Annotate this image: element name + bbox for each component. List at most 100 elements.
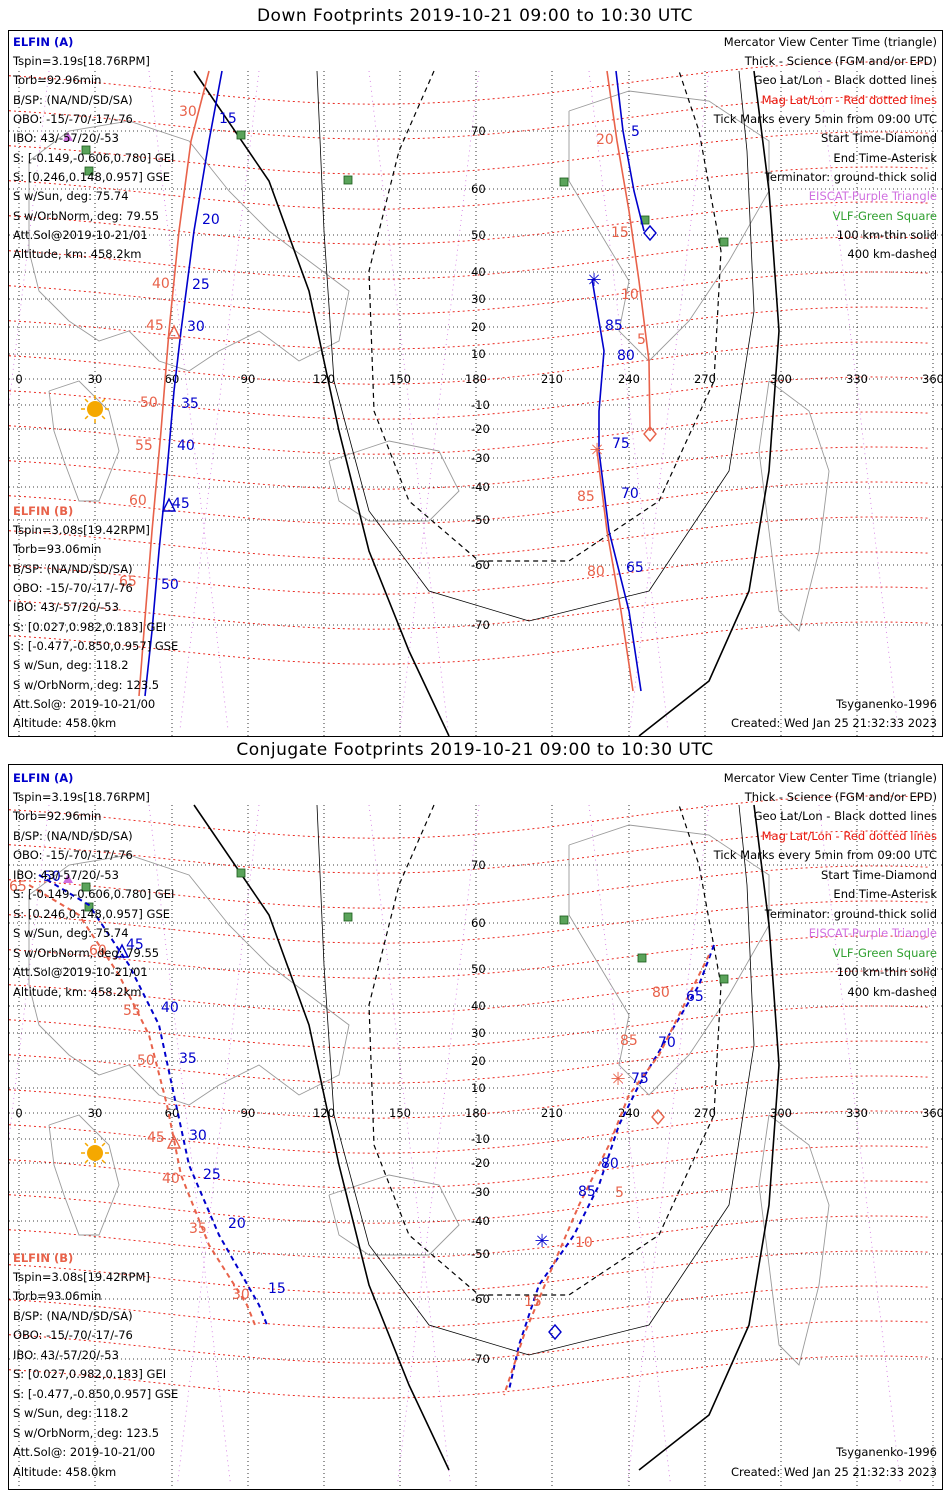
center-triangle-icon — [161, 497, 177, 512]
lon-label: 120 — [313, 372, 335, 386]
lat-label: -10 — [471, 1132, 490, 1146]
sun-ray — [84, 1159, 89, 1164]
lat-label: 40 — [471, 999, 486, 1013]
legend-item: 400 km-dashed — [847, 247, 937, 261]
elfin-b-heading: ELFIN (B) — [13, 1251, 74, 1265]
elfin-b-line: OBO: -15/-70/-17/-76 — [13, 581, 133, 595]
mag-lat-line — [9, 795, 930, 839]
elfin-a-tick-label: 65 — [626, 560, 644, 576]
legend-item: Mercator View Center Time (triangle) — [723, 35, 937, 49]
elfin-b-tick-label: 85 — [620, 1033, 638, 1049]
mag-lon-line — [588, 70, 669, 732]
lon-label: 0 — [15, 372, 22, 386]
elfin-a-line: Torb=92.96min — [13, 809, 102, 823]
elfin-b-line: Altitude: 458.0km — [13, 1465, 117, 1479]
sun-ray — [84, 415, 89, 420]
elfin-a-line: S: [0.246,0.148,0.957] GSE — [13, 170, 171, 184]
elfin-a-tick-label: 45 — [172, 496, 190, 512]
elfin-a-tick-label: 35 — [181, 396, 199, 412]
mag-lon-line — [148, 70, 229, 732]
sun-ray — [84, 1142, 89, 1147]
elfin-b-tick-label: 50 — [137, 1053, 155, 1069]
mag-lon-line — [397, 804, 480, 1486]
lon-label: 0 — [15, 1106, 22, 1120]
vlf-square-icon — [84, 166, 94, 176]
elfin-a-heading: ELFIN (A) — [13, 771, 74, 785]
legend-item: 100 km-thin solid — [836, 228, 937, 242]
mag-lat-line — [9, 900, 930, 944]
vlf-square-icon — [81, 882, 91, 892]
panel-title-down: Down Footprints 2019-10-21 09:00 to 10:3… — [256, 6, 694, 26]
coastline — [568, 90, 770, 362]
lat-label: -50 — [471, 1247, 490, 1261]
elfin-b-line: Torb=93.06min — [13, 1289, 102, 1303]
elfin-b-track — [28, 884, 256, 1326]
elfin-a-line: Tspin=3.19s[18.76RPM] — [13, 54, 150, 68]
vlf-square-icon — [236, 130, 246, 140]
elfin-a-tick-label: 20 — [228, 1216, 246, 1232]
lon-label: 180 — [465, 372, 487, 386]
elfin-a-tick-label: 40 — [177, 438, 195, 454]
elfin-a-track — [615, 70, 645, 232]
lon-label: 240 — [618, 372, 640, 386]
start-diamond-icon — [651, 1108, 665, 1126]
created-label: Created: Wed Jan 25 21:32:33 2023 — [730, 1465, 937, 1479]
elfin-a-line: S w/OrbNorm, deg: 79.55 — [13, 209, 160, 223]
sun-ray — [101, 415, 106, 420]
elfin-a-tick-label: 50 — [43, 869, 61, 885]
elfin-b-tick-label: 35 — [189, 1221, 207, 1237]
lat-label: 50 — [471, 228, 486, 242]
lon-label: 270 — [694, 1106, 716, 1120]
elfin-a-line: OBO: -15/-70/-17/-76 — [13, 848, 133, 862]
lat-label: 30 — [471, 1026, 486, 1040]
mag-lat-line — [9, 341, 930, 385]
created-label: Created: Wed Jan 25 21:32:33 2023 — [730, 716, 937, 730]
terminator-100km — [316, 804, 755, 1356]
elfin-a-track — [38, 874, 268, 1326]
terminator-ground — [638, 70, 780, 736]
elfin-b-line: Att.Sol@: 2019-10-21/00 — [13, 697, 156, 711]
vlf-square-icon — [559, 177, 569, 187]
mag-lat-line — [9, 446, 930, 490]
mag-lon-line — [368, 804, 451, 1486]
legend-item: EISCAT-Purple Triangle — [808, 189, 937, 203]
elfin-a-tick-label: 30 — [187, 319, 205, 335]
mag-lat-line — [9, 306, 930, 350]
elfin-a-tick-label: 75 — [612, 436, 630, 452]
lat-label: -40 — [471, 480, 490, 494]
lat-label: 60 — [471, 916, 486, 930]
mag-lat-line — [9, 61, 930, 105]
end-asterisk-icon: ✳ — [610, 1069, 625, 1090]
lon-label: 300 — [770, 372, 792, 386]
mag-lat-line — [9, 481, 930, 525]
mag-lon-line — [179, 70, 260, 732]
legend-item: 400 km-dashed — [847, 985, 937, 999]
terminator-100km — [316, 70, 755, 622]
elfin-b-tick-label: 55 — [135, 438, 153, 454]
elfin-b-line: B/SP: (NA/ND/SD/SA) — [13, 1309, 133, 1323]
lon-label: 330 — [846, 372, 868, 386]
elfin-a-line: Altitude, km: 458.2km — [13, 247, 142, 261]
center-triangle-icon — [166, 1134, 182, 1149]
vlf-square-icon — [343, 912, 353, 922]
lat-label: -40 — [471, 1214, 490, 1228]
lon-label: 210 — [541, 1106, 563, 1120]
eiscat-triangle-icon — [63, 132, 73, 141]
elfin-b-line: B/SP: (NA/ND/SD/SA) — [13, 562, 133, 576]
elfin-a-track — [591, 278, 642, 692]
panel-title-conjugate: Conjugate Footprints 2019-10-21 09:00 to… — [236, 740, 714, 760]
elfin-a-line: B/SP: (NA/ND/SD/SA) — [13, 93, 133, 107]
sun-icon — [87, 1145, 103, 1161]
lat-label: -30 — [471, 1185, 490, 1199]
center-triangle-icon — [114, 943, 130, 958]
elfin-b-track — [503, 954, 710, 1396]
mag-lon-line — [177, 804, 260, 1486]
mag-lat-line — [9, 551, 930, 595]
lon-label: 270 — [694, 372, 716, 386]
mag-lon-line — [818, 70, 899, 732]
elfin-b-line: OBO: -15/-70/-17/-76 — [13, 1328, 133, 1342]
sun-ray — [101, 1159, 106, 1164]
elfin-b-line: IBO: 43/-57/20/-53 — [13, 600, 119, 614]
elfin-b-track — [596, 450, 634, 692]
lon-label: 90 — [241, 1106, 256, 1120]
